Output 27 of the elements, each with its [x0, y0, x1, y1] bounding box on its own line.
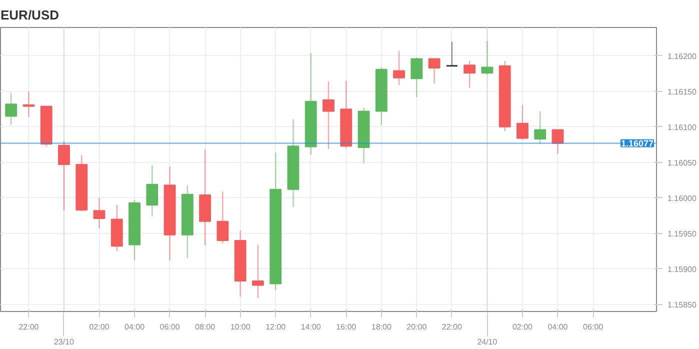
- x-tick-label: 02:00: [89, 322, 110, 332]
- ref-line-label: 24/10: [477, 338, 498, 346]
- x-tick-label: 18:00: [371, 322, 392, 332]
- x-tick-label: 02:00: [512, 322, 534, 332]
- x-tick-label: 04:00: [124, 322, 146, 332]
- x-tick-label: 14:00: [300, 322, 322, 332]
- y-tick-label: 1.15900: [668, 264, 697, 274]
- x-tick-label: 12:00: [266, 322, 286, 332]
- x-tick-label: 06:00: [160, 322, 180, 332]
- y-tick-label: 1.16100: [668, 122, 697, 132]
- x-tick-label: 16:00: [336, 322, 357, 332]
- chart-title: EUR/USD: [0, 8, 60, 22]
- ref-line-label: 23/10: [54, 338, 75, 346]
- y-tick-label: 1.15950: [668, 229, 697, 238]
- ref-line-label: 1.16077: [620, 138, 654, 149]
- y-tick-label: 1.16050: [668, 158, 697, 168]
- y-tick-label: 1.16000: [668, 194, 697, 203]
- y-tick-label: 1.15850: [668, 300, 697, 310]
- x-tick-label: 22:00: [442, 322, 462, 332]
- x-tick-label: 20:00: [406, 322, 428, 332]
- x-tick-label: 10:00: [230, 322, 251, 332]
- x-tick-label: 08:00: [195, 322, 216, 332]
- x-tick-label: 06:00: [583, 322, 604, 332]
- y-tick-label: 1.16150: [668, 87, 697, 96]
- y-tick-label: 1.16200: [668, 52, 697, 61]
- x-tick-label: 22:00: [18, 322, 40, 332]
- x-tick-label: 04:00: [548, 322, 568, 332]
